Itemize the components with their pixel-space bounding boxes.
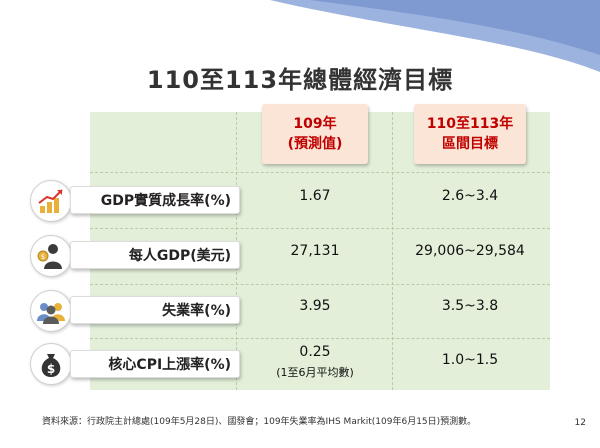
person-money-icon: $ bbox=[30, 235, 72, 277]
unemployment-target: 3.5~3.8 bbox=[441, 298, 499, 314]
svg-text:$: $ bbox=[47, 362, 55, 376]
row-divider bbox=[90, 284, 550, 285]
gdp-per-capita-target: 29,006~29,584 bbox=[415, 243, 525, 259]
money-bag-icon: $ bbox=[30, 343, 72, 385]
row-label-core-cpi: 核心CPI上漲率(%) bbox=[70, 350, 240, 378]
row-divider bbox=[90, 228, 550, 229]
row-divider bbox=[90, 338, 550, 339]
growth-chart-icon bbox=[30, 180, 72, 222]
row-label-gdp-per-capita: 每人GDP(美元) bbox=[70, 241, 240, 269]
people-group-icon bbox=[30, 290, 72, 332]
core-cpi-forecast-note: (1至6月平均數) bbox=[276, 366, 354, 379]
row-label-unemployment: 失業率(%) bbox=[70, 296, 240, 324]
row-divider bbox=[90, 172, 550, 173]
row-label-gdp-growth: GDP實質成長率(%) bbox=[70, 186, 240, 214]
header-target: 110至113年 區間目標 bbox=[414, 104, 526, 164]
page-title: 110至113年總體經濟目標 bbox=[146, 66, 454, 94]
header-forecast: 109年 (預測值) bbox=[262, 104, 368, 164]
source-footnote: 資料來源：行政院主計總處(109年5月28日)、國發會；109年失業率為IHS … bbox=[42, 417, 477, 427]
header-target-years: 110至113年 bbox=[426, 116, 514, 132]
gdp-growth-forecast: 1.67 bbox=[299, 188, 331, 204]
header-forecast-label: (預測值) bbox=[287, 136, 343, 152]
gdp-per-capita-forecast: 27,131 bbox=[290, 243, 340, 259]
header-target-label: 區間目標 bbox=[442, 136, 498, 152]
col-divider bbox=[392, 112, 393, 390]
unemployment-forecast: 3.95 bbox=[299, 298, 331, 314]
header-forecast-year: 109年 bbox=[293, 116, 337, 132]
svg-text:$: $ bbox=[41, 253, 45, 261]
corner-decoration bbox=[270, 0, 600, 72]
core-cpi-forecast: 0.25 bbox=[299, 344, 331, 360]
page-number: 12 bbox=[574, 418, 586, 428]
gdp-growth-target: 2.6~3.4 bbox=[441, 188, 499, 204]
core-cpi-target: 1.0~1.5 bbox=[441, 352, 499, 368]
